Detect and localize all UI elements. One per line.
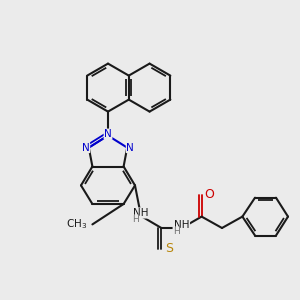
Text: N: N <box>82 142 90 153</box>
Text: S: S <box>165 242 173 256</box>
Text: NH: NH <box>174 220 190 230</box>
Text: H: H <box>132 215 139 224</box>
Text: H: H <box>173 227 180 236</box>
Text: NH: NH <box>133 208 149 218</box>
Text: N: N <box>104 129 112 139</box>
Text: N: N <box>126 142 134 153</box>
Text: O: O <box>205 188 214 202</box>
Text: CH$_3$: CH$_3$ <box>66 218 87 231</box>
